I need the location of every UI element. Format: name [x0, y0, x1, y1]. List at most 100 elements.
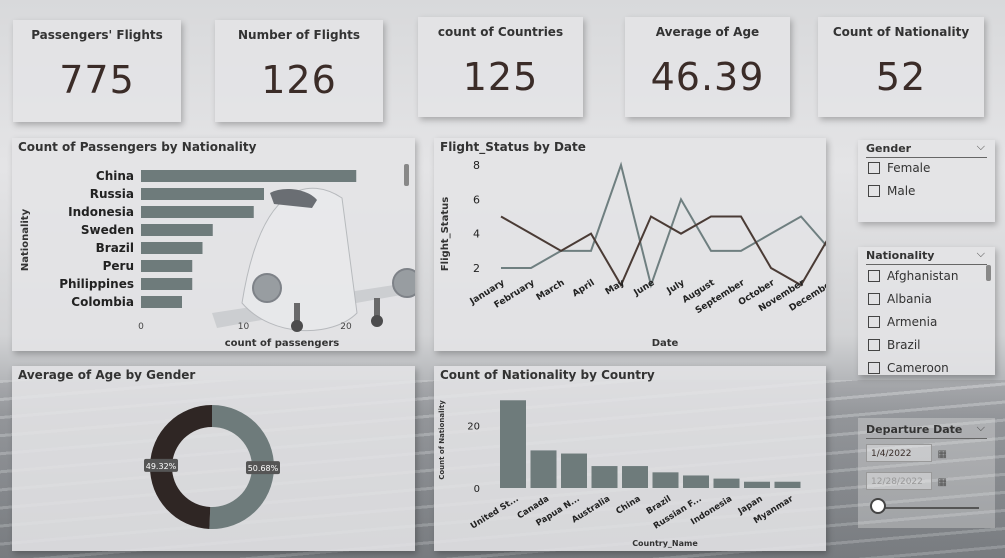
chart-columns-svg: Count of Nationality Country_Name 0 20 Uni… [438, 400, 801, 548]
chevron-down-icon[interactable]: ⌵ [976, 140, 985, 153]
category-label: Colombia [71, 295, 134, 309]
end-date-input[interactable]: 12/28/2022 ▦ [866, 472, 947, 490]
scrollbar[interactable] [404, 164, 409, 186]
bar[interactable] [530, 450, 557, 488]
checkbox[interactable] [868, 316, 880, 328]
checkbox[interactable] [868, 362, 880, 374]
date-range-track[interactable] [878, 507, 979, 509]
bar[interactable] [591, 466, 618, 488]
bar[interactable] [141, 260, 193, 272]
calendar-icon[interactable]: ▦ [937, 477, 947, 488]
checkbox[interactable] [868, 339, 880, 351]
tick-label: China [614, 494, 642, 517]
chart-title: Flight_Status by Date [440, 140, 586, 154]
checkbox[interactable] [868, 185, 880, 197]
bar[interactable] [713, 478, 740, 488]
divider [866, 157, 987, 158]
start-date-input[interactable]: 1/4/2022 ▦ [866, 444, 947, 462]
option-label: Albania [887, 292, 932, 306]
kpi-value: 125 [462, 55, 539, 99]
category-label: Sweden [81, 223, 134, 237]
chart-nationality-by-country[interactable]: Count of Nationality by Country Count of… [434, 366, 826, 551]
airplane-illustration [212, 187, 415, 332]
series-line-2[interactable] [500, 215, 826, 288]
data-label: 50.68% [245, 461, 280, 475]
chart-line-svg: Flight_Status Date 2468JanuaryFebruaryMa… [440, 159, 826, 349]
category-label: Philippines [59, 277, 134, 291]
category-label: Brazil [96, 241, 134, 255]
end-date-value: 12/28/2022 [871, 477, 923, 487]
divider [866, 438, 987, 439]
slicer-option-male[interactable]: Male [868, 184, 915, 198]
scrollbar[interactable] [986, 265, 991, 281]
slicer-option-afghanistan[interactable]: Afghanistan [868, 269, 958, 283]
chart-passengers-by-nationality[interactable]: Count of Passengers by Nationality Natio… [12, 138, 415, 351]
checkbox[interactable] [868, 162, 880, 174]
slicer-nationality: Nationality ⌵ Afghanistan Albania Armeni… [858, 247, 995, 375]
checkbox[interactable] [868, 270, 880, 282]
chart-average-age-by-gender[interactable]: Average of Age by Gender 50.68% 49.32% [12, 366, 415, 551]
tick-label: March [535, 278, 567, 303]
slicer-title: Nationality [866, 249, 935, 262]
chevron-down-icon[interactable]: ⌵ [976, 421, 985, 434]
donut-slice[interactable] [149, 405, 212, 529]
kpi-title: Passengers' Flights [31, 28, 163, 42]
x-axis-label: count of passengers [225, 338, 340, 349]
bar[interactable] [652, 472, 679, 488]
option-label: Female [887, 161, 931, 175]
x-axis-label: Date [652, 338, 679, 349]
date-range-handle[interactable] [870, 498, 886, 514]
bar[interactable] [622, 466, 648, 488]
slicer-option-cameroon[interactable]: Cameroon [868, 361, 949, 375]
tick-label: 20 [467, 421, 480, 432]
bar[interactable] [141, 278, 193, 290]
option-label: Armenia [887, 315, 938, 329]
chart-nationality-svg: Nationality count of passengers China Rus… [20, 164, 415, 349]
slicer-option-armenia[interactable]: Armenia [868, 315, 937, 329]
svg-text:49.32%: 49.32% [146, 462, 177, 471]
chart-flight-status-by-date[interactable]: Flight_Status by Date Flight_Status Date… [434, 138, 826, 351]
tick-label: United St... [469, 494, 521, 531]
tick-label: 0 [474, 484, 480, 495]
bar[interactable] [141, 242, 203, 254]
donut-slice[interactable] [209, 405, 274, 529]
bar[interactable] [141, 206, 254, 218]
kpi-title: count of Countries [437, 25, 564, 39]
bar[interactable] [500, 400, 526, 488]
option-label: Afghanistan [887, 269, 959, 283]
kpi-passengers-flights: Passengers' Flights 775 [13, 20, 181, 122]
divider [866, 264, 987, 265]
bar[interactable] [141, 296, 182, 308]
slicer-title: Gender [866, 142, 912, 155]
series-line-1[interactable] [501, 161, 826, 289]
bar[interactable] [744, 481, 770, 488]
y-axis-label: Count of Nationality [438, 400, 446, 480]
bar[interactable] [141, 170, 357, 182]
bar[interactable] [561, 453, 587, 488]
kpi-value: 775 [59, 58, 135, 102]
kpi-value: 52 [875, 55, 927, 99]
slicer-option-brazil[interactable]: Brazil [868, 338, 921, 352]
bar[interactable] [141, 188, 264, 200]
kpi-title: Average of Age [655, 25, 760, 39]
kpi-average-age: Average of Age 46.39 [625, 17, 790, 117]
tick-label: 4 [473, 228, 480, 241]
calendar-icon[interactable]: ▦ [937, 449, 947, 460]
bar[interactable] [141, 224, 213, 236]
tick-label: July [665, 278, 687, 297]
bar[interactable] [683, 475, 709, 488]
slicer-option-albania[interactable]: Albania [868, 292, 932, 306]
checkbox[interactable] [868, 293, 880, 305]
chart-donut-svg: 50.68% 49.32% [144, 405, 280, 529]
slicer-departure-date: Departure Date ⌵ 1/4/2022 ▦ 12/28/2022 ▦ [858, 418, 995, 528]
chevron-down-icon[interactable]: ⌵ [976, 247, 985, 260]
kpi-count-of-countries: count of Countries 125 [418, 17, 583, 117]
kpi-number-of-flights: Number of Flights 126 [215, 20, 383, 122]
category-label: Russia [90, 187, 134, 201]
slicer-title: Departure Date [866, 423, 963, 436]
slicer-option-female[interactable]: Female [868, 161, 930, 175]
bar[interactable] [774, 481, 801, 488]
y-axis-label: Nationality [20, 208, 31, 271]
kpi-title: Count of Nationality [832, 25, 970, 39]
chart-title: Average of Age by Gender [18, 368, 196, 382]
